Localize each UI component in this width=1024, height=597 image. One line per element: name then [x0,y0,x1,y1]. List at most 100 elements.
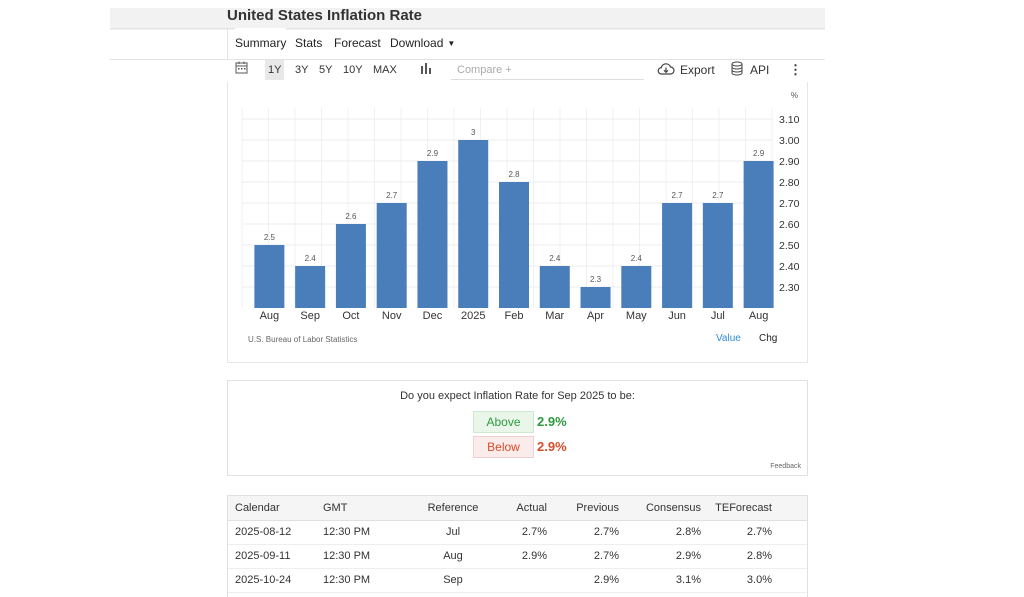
poll-panel: Do you expect Inflation Rate for Sep 202… [227,380,808,476]
x-tick-label: Mar [545,310,564,322]
calendar-icon[interactable] [235,61,248,81]
calendar-table: Calendar GMT Reference Actual Previous C… [228,496,807,593]
table-cell: 2.8% [621,520,705,545]
table-cell: 3.1% [621,568,705,593]
bar [539,266,570,308]
export-button[interactable]: Export [680,63,715,77]
page-title: United States Inflation Rate [227,7,423,24]
table-cell: 2.7% [553,544,621,569]
table-cell: 2.9% [503,544,553,569]
tab-download[interactable]: Download ▼ [390,28,455,59]
table-row: 2025-08-12 12:30 PM Jul 2.7% 2.7% 2.8% 2… [228,520,807,545]
range-10y-button[interactable]: 10Y [343,64,363,76]
vertical-dots-icon[interactable]: ⋮ [789,62,802,77]
data-label: 2.4 [305,254,317,263]
feedback-link[interactable]: Feedback [770,463,801,470]
unit-label: % [791,91,798,100]
x-tick-label: Apr [587,310,604,322]
bar [702,203,733,308]
data-label: 2.3 [590,275,602,284]
vote-below-button[interactable]: Below [473,436,534,458]
database-icon[interactable] [731,61,743,81]
below-value: 2.9% [537,439,567,454]
table-cell: 2.7% [553,520,621,545]
data-label: 2.8 [508,170,520,179]
y-tick-label: 2.60 [779,219,800,231]
x-tick-label: May [626,310,647,322]
calendar-panel: Calendar GMT Reference Actual Previous C… [227,495,808,597]
data-label: 2.6 [345,212,357,221]
divider [110,28,825,29]
column-header: Reference [403,496,503,521]
column-header: Consensus [621,496,705,521]
x-tick-label: Dec [423,310,443,322]
data-label: 2.4 [549,254,561,263]
chg-toggle[interactable]: Chg [759,333,778,344]
x-tick-label: Jun [668,310,686,322]
bar-chart-icon[interactable] [419,62,432,82]
tab-label: Forecast [334,36,381,50]
table-cell: 12:30 PM [323,520,403,545]
range-3y-button[interactable]: 3Y [295,64,309,76]
bar [254,245,285,308]
divider [110,59,228,60]
table-cell: 3.0% [705,568,807,593]
table-cell: 12:30 PM [323,568,403,593]
bar [499,182,529,308]
poll-question: Do you expect Inflation Rate for Sep 202… [400,390,635,402]
table-cell: 2.7% [503,520,553,545]
column-header: Previous [553,496,621,521]
tab-bar: Summary Stats Forecast Download ▼ [227,28,825,60]
value-toggle[interactable]: Value [716,333,741,344]
tab-stats[interactable]: Stats [295,28,322,59]
data-label: 2.4 [631,254,643,263]
x-tick-label: Feb [505,310,524,322]
range-1y-button[interactable]: 1Y [265,60,285,80]
y-tick-label: 3.10 [779,114,800,126]
table-cell: 12:30 PM [323,544,403,569]
x-tick-label: Aug [260,310,280,322]
compare-input[interactable] [451,60,644,80]
chart-source: U.S. Bureau of Labor Statistics [248,335,358,344]
bar [662,203,693,308]
table-header-row: Calendar GMT Reference Actual Previous C… [228,496,807,521]
y-tick-label: 2.90 [779,156,800,168]
table-cell: Aug [403,544,503,569]
table-row: 2025-10-24 12:30 PM Sep 2.9% 3.1% 3.0% [228,568,807,593]
y-tick-label: 2.50 [779,240,800,252]
tab-label: Summary [235,36,287,50]
table-cell: 2025-09-11 [228,544,323,569]
table-cell: Sep [403,568,503,593]
bar [417,161,448,308]
table-cell: 2.9% [553,568,621,593]
range-5y-button[interactable]: 5Y [319,64,333,76]
data-label: 2.9 [427,149,439,158]
table-cell: 2025-08-12 [228,520,323,545]
data-label: 2.7 [712,191,724,200]
caret-down-icon: ▼ [447,39,456,48]
tab-label: Download [390,36,444,50]
data-label: 2.7 [386,191,398,200]
tab-forecast[interactable]: Forecast [334,28,381,59]
x-tick-label: Jul [711,310,725,322]
bar [295,266,326,308]
cloud-download-icon[interactable] [657,62,675,82]
x-tick-label: Aug [749,310,769,322]
y-tick-label: 2.30 [779,282,800,294]
tab-summary[interactable]: Summary [235,28,287,59]
y-tick-label: 3.00 [779,135,800,147]
data-label: 2.5 [264,233,276,242]
tab-label: Stats [295,36,323,50]
vote-above-button[interactable]: Above [473,411,534,433]
table-cell: 2.8% [705,544,807,569]
range-max-button[interactable]: MAX [373,64,397,76]
column-header: Calendar [228,496,323,521]
bar [335,224,366,308]
inflation-bar-chart: % 3.10 3.00 2.90 2.80 2.70 2.60 2.50 2.40 2.30 2.5… [241,91,800,322]
api-button[interactable]: API [750,63,770,77]
chart-toolbar: 1Y 3Y 5Y 10Y MAX Export API ⋮ [227,60,808,82]
data-label: 2.7 [672,191,684,200]
bar [580,287,611,308]
x-tick-label: 2025 [461,310,485,322]
y-tick-label: 2.70 [779,198,800,210]
